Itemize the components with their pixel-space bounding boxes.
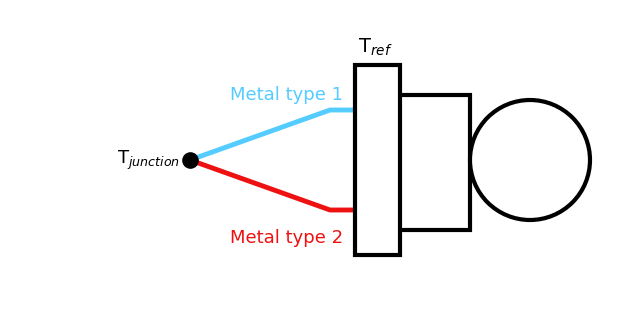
Bar: [395, 95, 470, 230]
Text: T$_{ref}$: T$_{ref}$: [358, 37, 392, 58]
Text: T$_{junction}$: T$_{junction}$: [117, 148, 180, 172]
Text: V: V: [522, 150, 538, 170]
Circle shape: [470, 100, 590, 220]
Text: Metal type 1: Metal type 1: [230, 86, 343, 104]
Point: [185, 157, 195, 163]
Bar: [355, 65, 400, 255]
Text: Metal type 2: Metal type 2: [230, 229, 343, 247]
